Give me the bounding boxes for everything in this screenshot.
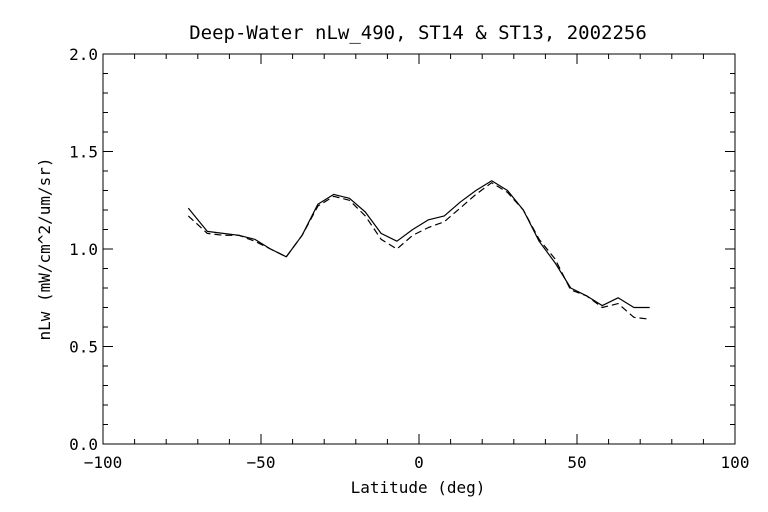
x-tick-label: 0 [414, 453, 424, 472]
plot-frame [102, 53, 736, 445]
x-tick-label: −50 [247, 453, 276, 472]
y-tick-label: 0.0 [69, 435, 98, 454]
axis-ticks [102, 53, 736, 445]
solid-series-line [187, 180, 650, 309]
x-tick-label: −100 [84, 453, 123, 472]
x-axis-label: Latitude (deg) [351, 478, 486, 497]
y-tick-label: 0.5 [69, 338, 98, 357]
y-axis-label: nLw (mW/cm^2/um/sr) [35, 157, 54, 340]
x-tick-label: 100 [721, 453, 750, 472]
y-tick-label: 2.0 [69, 45, 98, 64]
dashed-series-line [187, 182, 650, 320]
data-series [187, 180, 650, 320]
x-tick-label: 50 [567, 453, 586, 472]
y-tick-label: 1.5 [69, 143, 98, 162]
chart-title: Deep-Water nLw_490, ST14 & ST13, 2002256 [189, 22, 647, 44]
y-tick-label: 1.0 [69, 240, 98, 259]
tick-labels: −100 −50 0 50 100 0.0 0.5 1.0 1.5 2.0 [69, 45, 749, 472]
